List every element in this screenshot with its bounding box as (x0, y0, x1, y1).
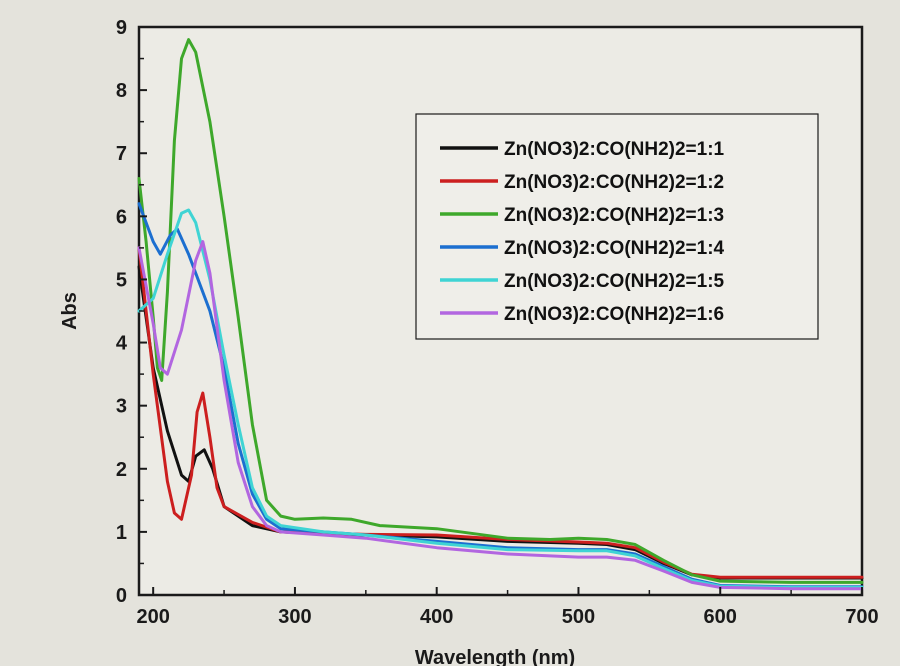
legend-label-4: Zn(NO3)2:CO(NH2)2=1:4 (504, 238, 725, 259)
x-axis-title: Wavelength (nm) (415, 647, 575, 666)
x-tick-label: 400 (420, 606, 453, 628)
y-tick-label: 0 (116, 585, 127, 607)
x-tick-label: 600 (704, 606, 737, 628)
y-tick-label: 5 (116, 269, 127, 291)
legend-label-1: Zn(NO3)2:CO(NH2)2=1:1 (504, 139, 725, 160)
y-tick-label: 7 (116, 143, 127, 165)
y-tick-label: 3 (116, 396, 127, 418)
y-tick-label: 9 (116, 17, 127, 39)
series-lines (137, 38, 864, 591)
y-axis: 0 1 2 3 4 5 6 7 8 9 (116, 17, 147, 607)
legend-label-5: Zn(NO3)2:CO(NH2)2=1:5 (504, 271, 725, 292)
y-tick-label: 8 (116, 80, 127, 102)
y-tick-label: 1 (116, 522, 127, 544)
legend-label-6: Zn(NO3)2:CO(NH2)2=1:6 (504, 304, 724, 325)
legend-label-3: Zn(NO3)2:CO(NH2)2=1:3 (504, 205, 724, 226)
legend-label-2: Zn(NO3)2:CO(NH2)2=1:2 (504, 172, 724, 193)
legend-box (415, 113, 819, 340)
x-tick-label: 700 (845, 606, 878, 628)
legend-entries: Zn(NO3)2:CO(NH2)2=1:1 Zn(NO3)2:CO(NH2)2=1… (440, 139, 725, 325)
series-line-3 (137, 38, 864, 584)
x-tick-label: 200 (136, 606, 169, 628)
y-axis-title: Abs (59, 292, 81, 330)
y-tick-label: 6 (116, 206, 127, 228)
series-line-6 (137, 240, 864, 591)
y-tick-label: 4 (116, 333, 128, 355)
series-line-5 (137, 208, 864, 589)
x-tick-label: 500 (562, 606, 595, 628)
legend: Zn(NO3)2:CO(NH2)2=1:1 Zn(NO3)2:CO(NH2)2=1… (415, 113, 819, 340)
x-axis: 200 300 400 500 600 700 (136, 587, 879, 628)
y-tick-label: 2 (116, 459, 127, 481)
x-tick-label: 300 (278, 606, 311, 628)
